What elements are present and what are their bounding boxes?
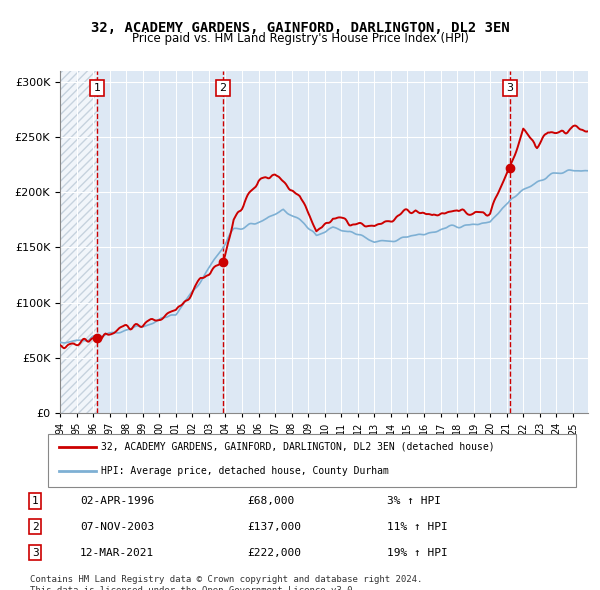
Text: Contains HM Land Registry data © Crown copyright and database right 2024.
This d: Contains HM Land Registry data © Crown c… <box>30 575 422 590</box>
Text: 1: 1 <box>94 83 101 93</box>
Text: £68,000: £68,000 <box>247 496 295 506</box>
Text: 2: 2 <box>32 522 38 532</box>
Bar <box>60 71 97 413</box>
Text: 3: 3 <box>506 83 514 93</box>
Text: 02-APR-1996: 02-APR-1996 <box>80 496 154 506</box>
Text: 12-MAR-2021: 12-MAR-2021 <box>80 548 154 558</box>
Text: Price paid vs. HM Land Registry's House Price Index (HPI): Price paid vs. HM Land Registry's House … <box>131 32 469 45</box>
Text: HPI: Average price, detached house, County Durham: HPI: Average price, detached house, Coun… <box>101 466 389 476</box>
Text: 3% ↑ HPI: 3% ↑ HPI <box>387 496 440 506</box>
Text: 19% ↑ HPI: 19% ↑ HPI <box>387 548 448 558</box>
Text: 3: 3 <box>32 548 38 558</box>
Text: 1: 1 <box>32 496 38 506</box>
Text: £137,000: £137,000 <box>247 522 301 532</box>
Text: 11% ↑ HPI: 11% ↑ HPI <box>387 522 448 532</box>
Text: 32, ACADEMY GARDENS, GAINFORD, DARLINGTON, DL2 3EN (detached house): 32, ACADEMY GARDENS, GAINFORD, DARLINGTO… <box>101 442 494 452</box>
Text: 32, ACADEMY GARDENS, GAINFORD, DARLINGTON, DL2 3EN: 32, ACADEMY GARDENS, GAINFORD, DARLINGTO… <box>91 21 509 35</box>
Text: 07-NOV-2003: 07-NOV-2003 <box>80 522 154 532</box>
FancyBboxPatch shape <box>48 434 576 487</box>
Text: 2: 2 <box>220 83 226 93</box>
Text: £222,000: £222,000 <box>247 548 301 558</box>
